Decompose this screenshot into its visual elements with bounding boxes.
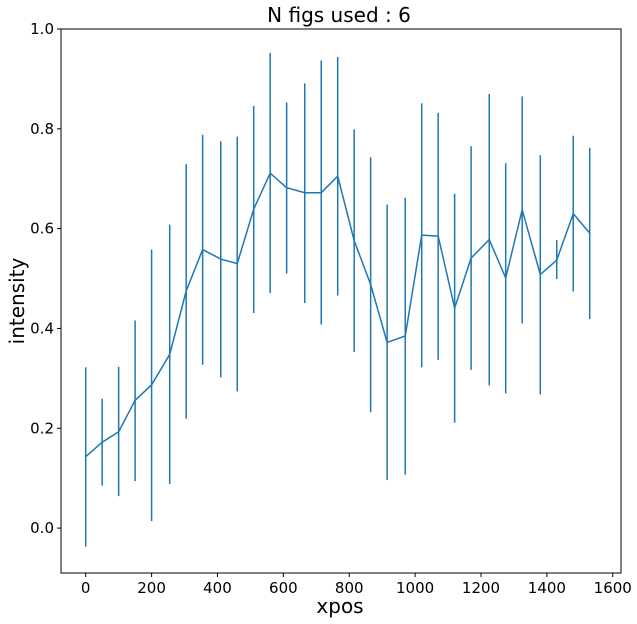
x-tick-label: 600 <box>269 579 298 597</box>
y-tick-label: 0.2 <box>30 419 54 437</box>
y-axis-ticks: 0.0 0.2 0.4 0.6 0.8 1.0 <box>30 20 61 537</box>
x-tick-label: 800 <box>335 579 364 597</box>
y-tick-label: 0.0 <box>30 519 54 537</box>
chart-title: N figs used : 6 <box>267 3 411 27</box>
plot-frame <box>60 28 622 574</box>
y-tick-label: 0.6 <box>30 220 54 238</box>
x-tick-label: 1400 <box>528 579 566 597</box>
x-tick-label: 1000 <box>396 579 434 597</box>
y-axis-label: intensity <box>5 257 29 344</box>
x-tick-label: 0 <box>81 579 91 597</box>
y-tick-label: 1.0 <box>30 20 54 38</box>
x-tick-label: 1200 <box>462 579 500 597</box>
x-tick-label: 400 <box>203 579 232 597</box>
y-tick-label: 0.4 <box>30 319 54 337</box>
x-tick-label: 200 <box>137 579 166 597</box>
x-tick-label: 1600 <box>594 579 632 597</box>
plot-background <box>61 29 621 573</box>
x-axis-label: xpos <box>316 594 363 618</box>
y-tick-label: 0.8 <box>30 120 54 138</box>
x-axis-ticks: 0 200 400 600 800 1000 1200 1400 1600 <box>81 573 632 597</box>
series-line <box>85 172 591 458</box>
